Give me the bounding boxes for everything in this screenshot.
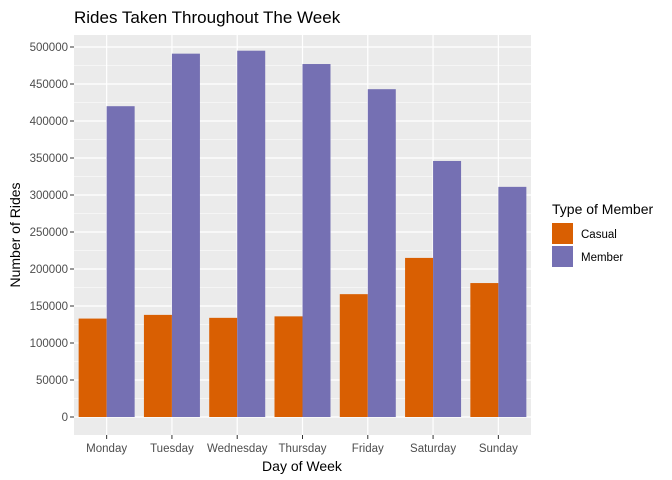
x-axis-title: Day of Week (262, 458, 343, 474)
bar-member-saturday (433, 160, 462, 417)
x-tick-label: Thursday (279, 443, 327, 455)
y-tick-label: 100000 (30, 338, 68, 350)
x-tick-label: Wednesday (207, 443, 268, 455)
y-axis: 0 50000 100000 150000 200000 250000 300000 3500… (30, 42, 74, 424)
bar-casual-wednesday (209, 317, 238, 417)
y-tick-label: 250000 (30, 227, 68, 239)
bar-member-wednesday (237, 50, 266, 417)
y-tick-label: 200000 (30, 264, 68, 276)
x-tick-label: Saturday (410, 443, 456, 455)
bar-casual-tuesday (143, 314, 172, 417)
y-tick-label: 300000 (30, 190, 68, 202)
y-axis-title: Number of Rides (7, 182, 23, 287)
y-tick-label: 0 (62, 412, 68, 424)
bar-member-tuesday (171, 53, 200, 417)
y-tick-label: 350000 (30, 153, 68, 165)
y-tick-label: 150000 (30, 301, 68, 313)
bars (78, 50, 527, 418)
legend-items: Casual Member (552, 223, 623, 267)
legend-swatch-casual (552, 223, 573, 244)
bar-casual-friday (339, 294, 368, 417)
legend: Type of Member Casual Member (552, 201, 653, 267)
bar-casual-sunday (470, 283, 499, 417)
y-tick-label: 50000 (36, 375, 68, 387)
chart-title: Rides Taken Throughout The Week (74, 8, 341, 27)
y-tick-label: 500000 (30, 42, 68, 54)
x-tick-label: Monday (86, 443, 127, 455)
legend-swatch-member (552, 246, 573, 267)
y-tick-label: 450000 (30, 79, 68, 91)
bar-member-monday (106, 106, 135, 417)
y-tick-label: 400000 (30, 116, 68, 128)
bar-member-sunday (498, 186, 527, 417)
bar-casual-saturday (405, 257, 434, 417)
bar-member-thursday (302, 64, 331, 418)
x-tick-label: Friday (352, 443, 384, 455)
x-tick-label: Tuesday (150, 443, 194, 455)
x-axis: Monday Tuesday Wednesday Thursday Friday Satu… (86, 435, 518, 455)
bar-casual-monday (78, 318, 107, 417)
legend-title: Type of Member (552, 201, 653, 217)
bar-member-friday (367, 89, 396, 418)
legend-label-casual: Casual (581, 229, 617, 241)
x-tick-label: Sunday (479, 443, 518, 455)
legend-label-member: Member (581, 252, 623, 264)
bar-casual-thursday (274, 316, 303, 417)
